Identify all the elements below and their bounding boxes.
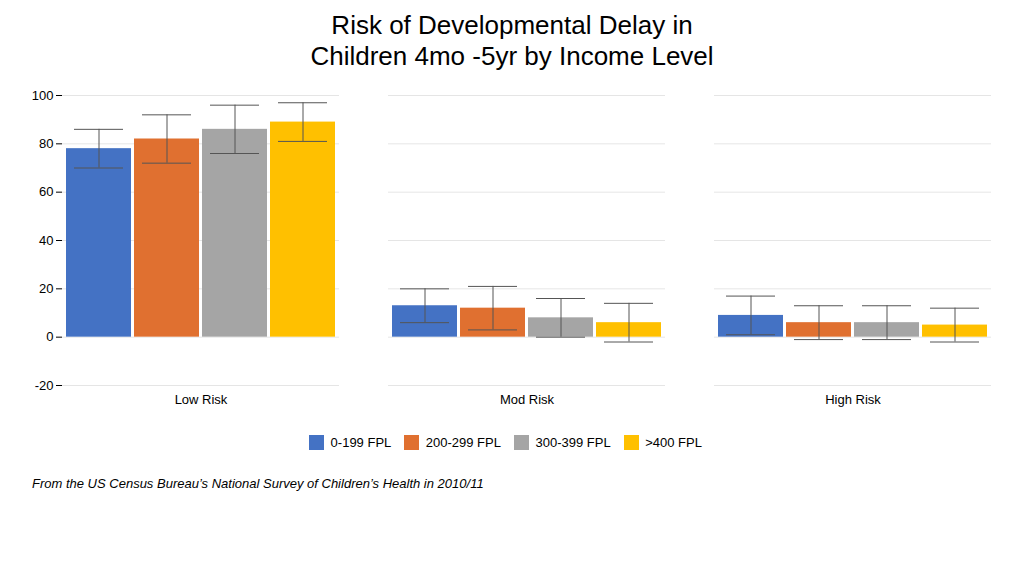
svg-text:-20: -20 [35,378,54,393]
html-text:From the US Census Bureau’s Na: From the US Census Bureau’s National Sur… [32,475,484,491]
html-text:300-399 FPL: 300-399 FPL [535,435,611,451]
svg-text:60: 60 [39,185,53,200]
svg-text:40: 40 [39,233,53,248]
svg-text:High Risk: High Risk [825,392,881,407]
svg-text:0: 0 [46,330,53,345]
html-text:>400 FPL: >400 FPL [645,435,702,451]
svg-text:80: 80 [39,136,53,151]
svg-text:20: 20 [39,281,53,296]
html-text:Risk of Developmental Delay in: Risk of Developmental Delay in Children … [310,10,714,72]
html-text:200-299 FPL: 200-299 FPL [425,435,501,451]
svg-text:Low Risk: Low Risk [175,392,228,407]
html-text:0-199 FPL: 0-199 FPL [330,435,392,451]
svg-text:100: 100 [32,88,54,103]
svg-text:Mod Risk: Mod Risk [500,392,555,407]
